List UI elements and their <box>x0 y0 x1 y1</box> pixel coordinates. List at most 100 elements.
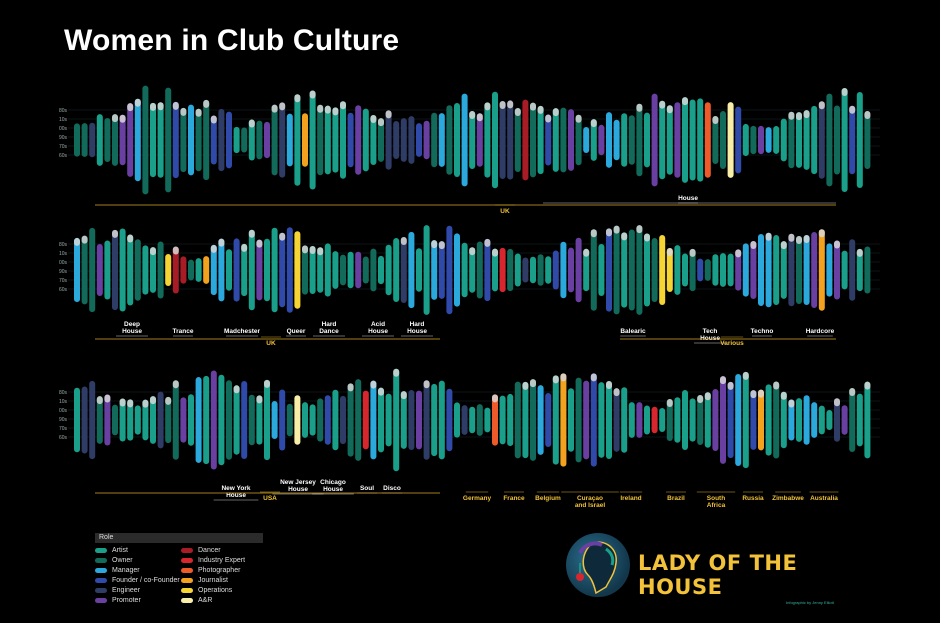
bar-cap <box>492 248 498 257</box>
bar-cap <box>864 111 871 120</box>
section-label: Acid <box>371 321 385 328</box>
section-label: Various <box>720 340 744 347</box>
bar-mark <box>742 243 749 297</box>
bar-mark <box>659 100 666 180</box>
bar-cap <box>317 104 324 113</box>
bar-mark <box>112 404 118 436</box>
bar-mark <box>431 383 438 457</box>
bar-cap <box>606 381 612 390</box>
bar-cap <box>514 108 521 117</box>
bar-mark <box>150 247 156 293</box>
bar-mark <box>575 237 582 303</box>
bar-mark <box>598 243 605 297</box>
bar-mark <box>856 248 863 292</box>
bar-mark <box>856 92 863 188</box>
bar-mark <box>370 248 377 292</box>
bar-mark <box>590 373 597 467</box>
bar-mark <box>758 389 764 451</box>
legend-swatch <box>95 578 107 583</box>
bar-mark <box>530 379 536 461</box>
section-label: Australia <box>810 495 838 502</box>
bar-cap <box>332 107 339 116</box>
bar-cap <box>484 238 491 247</box>
bar-mark <box>545 392 552 448</box>
bar-mark <box>332 107 339 173</box>
bar-mark <box>142 245 149 295</box>
bar-cap <box>210 244 217 253</box>
logo-face-icon <box>566 533 630 597</box>
bar-mark <box>256 120 263 160</box>
bar-cap <box>74 237 80 246</box>
bar-cap <box>780 391 787 400</box>
decade-tick-label: 80s <box>59 242 68 248</box>
bar-mark <box>241 127 248 153</box>
bar-mark <box>552 250 559 290</box>
bar-cap <box>469 110 476 119</box>
legend-item: Operations <box>181 586 263 595</box>
bar-mark <box>233 238 240 302</box>
bar-mark <box>340 101 346 179</box>
bar-mark <box>461 242 468 298</box>
bar-cap <box>484 102 491 111</box>
bar-mark <box>286 227 293 313</box>
bar-cap <box>796 236 802 245</box>
bar-mark <box>651 93 658 187</box>
bar-cap <box>666 105 673 114</box>
bar-mark <box>172 101 179 179</box>
bar-mark <box>773 234 780 306</box>
decade-tick-label: 00s <box>59 408 68 414</box>
bar-mark <box>400 237 407 303</box>
bar-cap <box>758 389 764 398</box>
section-label: Hardcore <box>806 328 835 335</box>
bar-cap <box>127 234 134 243</box>
bar-cap <box>324 105 331 114</box>
bar-mark <box>841 87 848 193</box>
bar-mark <box>332 251 339 289</box>
bar-cap <box>530 379 536 388</box>
bar-cap <box>203 99 210 108</box>
legend-item: Dancer <box>181 546 263 555</box>
bar-cap <box>172 101 179 110</box>
legend-item: Engineer <box>95 586 181 595</box>
bar-mark <box>811 105 818 175</box>
bar-mark <box>674 397 681 443</box>
legend-label: Operations <box>198 587 233 594</box>
bar-mark <box>385 393 392 447</box>
logo-name: LADY OF THE HOUSE <box>638 551 798 599</box>
bar-mark <box>112 114 118 166</box>
bar-mark <box>864 381 871 459</box>
legend-swatch <box>181 578 193 583</box>
bar-mark <box>89 227 96 313</box>
bar-mark <box>226 380 232 460</box>
bar-mark <box>522 99 529 181</box>
bar-cap <box>788 233 795 242</box>
bar-mark <box>621 113 628 167</box>
decade-tick-label: 60s <box>59 287 68 293</box>
bar-mark <box>210 244 217 296</box>
section-label: Germany <box>463 495 492 502</box>
bar-mark <box>233 385 240 455</box>
bar-mark <box>96 114 103 166</box>
bar-mark <box>393 237 400 303</box>
bar-mark <box>606 381 612 459</box>
bar-cap <box>431 240 438 249</box>
bar-cap <box>697 394 704 403</box>
bar-mark <box>636 225 643 315</box>
bar-mark <box>659 235 666 305</box>
bar-mark <box>431 240 438 300</box>
bar-mark <box>226 249 232 291</box>
bar-mark <box>522 381 529 459</box>
bar-mark <box>514 253 521 287</box>
section-label: Chicago <box>320 479 346 486</box>
decade-tick-label: 60s <box>59 435 68 441</box>
bar-mark <box>104 394 111 446</box>
bar-cap <box>590 119 597 128</box>
bar-mark <box>294 231 301 309</box>
bar-mark <box>393 368 400 472</box>
bar-mark <box>712 388 719 452</box>
legend-item: Owner <box>95 556 181 565</box>
bar-mark <box>248 394 255 446</box>
bar-mark <box>309 404 316 436</box>
bar-mark <box>355 251 362 289</box>
bar-cap <box>545 114 552 123</box>
